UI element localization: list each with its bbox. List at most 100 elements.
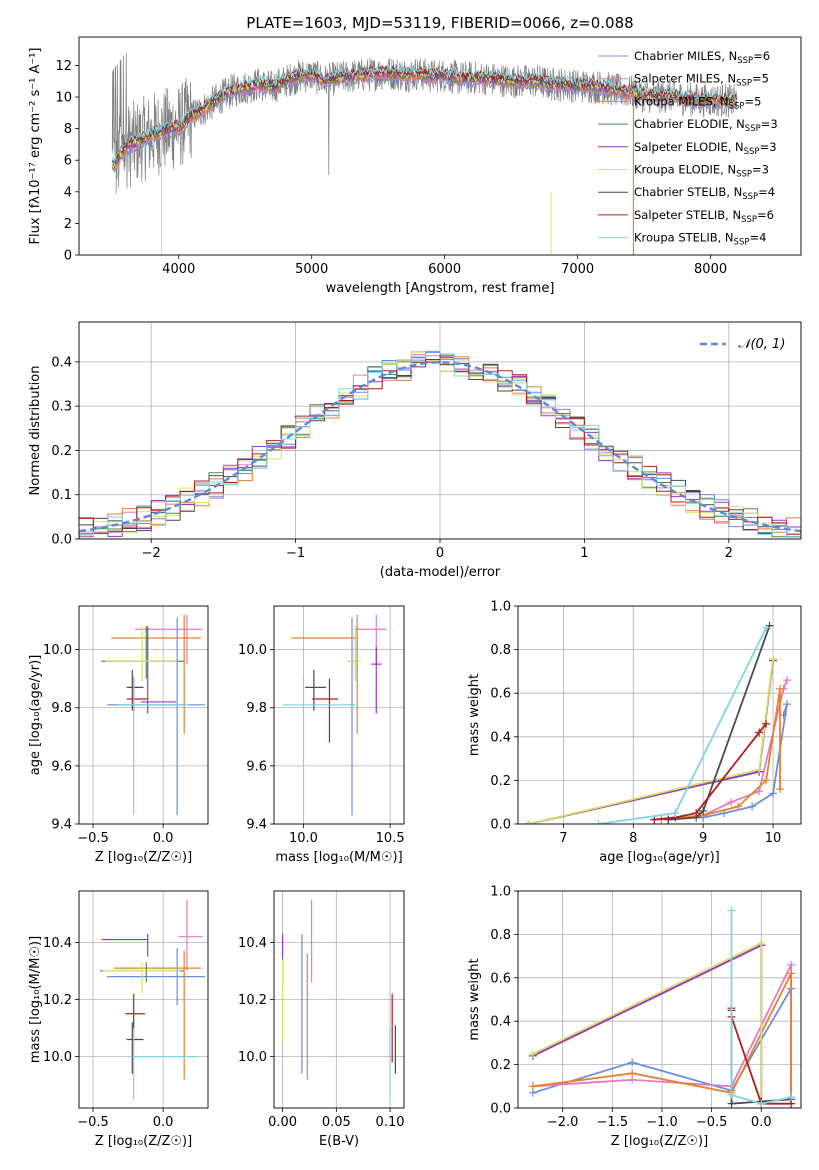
- legend-tail: =5: [752, 72, 769, 86]
- spectrum-lines: [111, 52, 738, 255]
- y-tick-label: 0.4: [490, 730, 511, 745]
- legend-tail: =6: [757, 208, 774, 222]
- weight-line-salpeter_miles: [668, 679, 788, 821]
- weight-marker-kroupa_miles: [528, 1082, 537, 1091]
- y-tick-label: 0.4: [51, 355, 72, 370]
- x-tick-label: 0.05: [322, 1115, 351, 1130]
- weight-marker-chabrier_stelib: [664, 815, 673, 824]
- weight-line-kroupa_stelib: [598, 627, 767, 824]
- weight-marker-salpeter_miles: [787, 960, 796, 969]
- y-tick-label: 10.0: [238, 1050, 267, 1065]
- legend-sub: SSP: [741, 215, 757, 225]
- x-tick-label: −0.5: [77, 1115, 109, 1130]
- y-tick-label: 9.4: [246, 818, 267, 833]
- y-axis-label: Normed distribution: [28, 366, 43, 496]
- weight-marker-salpeter_miles: [727, 798, 736, 807]
- legend-sub: SSP: [745, 124, 761, 134]
- weight-marker-kroupa_miles: [762, 776, 771, 785]
- weight-marker-kroupa_elodie: [524, 820, 533, 824]
- legend-entry-chabrier_stelib: Chabrier STELIB, NSSP=4: [634, 185, 775, 202]
- weight-marker-chabrier_miles: [769, 789, 778, 798]
- y-tick-label: 0.6: [490, 687, 511, 702]
- y-axis-label: mass [log₁₀(M/M☉)]: [28, 936, 43, 1063]
- y-tick-label: 0.4: [490, 1015, 511, 1030]
- y-tick-label: 10.0: [43, 643, 72, 658]
- weight-marker-kroupa_stelib: [787, 1093, 796, 1102]
- legend-label: Salpeter ELODIE, N: [634, 140, 744, 154]
- legend-entry-chabrier_miles: Chabrier MILES, NSSP=6: [634, 49, 770, 66]
- weight-marker-kroupa_elodie: [755, 765, 764, 774]
- legend-label: Salpeter STELIB, N: [634, 208, 741, 222]
- y-tick-label: 1.0: [490, 600, 511, 615]
- y-tick-label: 10.0: [43, 1050, 72, 1065]
- x-axis-label: (data-model)/error: [380, 565, 501, 580]
- y-tick-label: 10.2: [43, 993, 72, 1008]
- x-tick-label: 4000: [162, 262, 195, 277]
- legend-tail: =4: [758, 185, 775, 199]
- x-tick-label: −2.0: [547, 1115, 579, 1130]
- weight-marker-salpeter_miles: [755, 787, 764, 796]
- y-tick-label: 6: [64, 154, 72, 169]
- x-tick-label: −0.5: [696, 1115, 728, 1130]
- y-tick-label: 0.2: [51, 444, 72, 459]
- y-tick-label: 9.6: [51, 759, 72, 774]
- weight-group: [524, 621, 792, 824]
- y-axis-label: mass weight: [467, 674, 482, 756]
- x-tick-label: −0.5: [77, 831, 109, 846]
- weight-marker-salpeter_miles: [783, 676, 792, 685]
- weight-marker-kroupa_elodie: [769, 654, 778, 663]
- y-tick-label: 0: [64, 249, 72, 264]
- weight-marker-chabrier_miles: [628, 1058, 637, 1067]
- weight-marker-kroupa_stelib: [727, 1090, 736, 1099]
- weight-marker-kroupa_miles: [776, 785, 785, 794]
- x-tick-label: 0.0: [751, 1115, 772, 1130]
- x-axis-label: mass [log₁₀(M/M☉)]: [275, 850, 402, 865]
- weight-marker-chabrier_stelib: [699, 806, 708, 815]
- model-line-kroupa_stelib: [111, 63, 737, 164]
- x-axis-label: age [log₁₀(age/yr)]: [599, 850, 720, 865]
- x-tick-label: 10: [765, 831, 782, 846]
- weight-marker-kroupa_stelib: [727, 906, 736, 915]
- axes-frame: [78, 36, 802, 256]
- legend-tail: =3: [761, 117, 778, 131]
- y-tick-label: 0.8: [490, 643, 511, 658]
- weight-marker-kroupa_miles: [787, 969, 796, 978]
- y-tick-label: 2: [64, 217, 72, 232]
- axes-frame: [273, 605, 405, 825]
- histogram-group: [79, 350, 801, 538]
- axes-frame: [78, 321, 802, 540]
- y-tick-label: 0.8: [490, 928, 511, 943]
- x-tick-label: 2: [725, 546, 733, 561]
- y-tick-label: 0.6: [490, 971, 511, 986]
- gaussian-curve: [79, 361, 801, 533]
- legend-label: Chabrier STELIB, N: [634, 185, 742, 199]
- x-axis-label: Z [log₁₀(Z/Z☉)]: [611, 1134, 708, 1149]
- weight-marker-kroupa_elodie: [528, 1049, 537, 1058]
- errorbar-group: [281, 899, 397, 1103]
- x-tick-label: 1: [580, 546, 588, 561]
- y-tick-label: 12: [55, 59, 72, 74]
- axes-frame: [517, 605, 802, 825]
- y-tick-label: 10: [55, 91, 72, 106]
- legend-sub: SSP: [744, 147, 760, 157]
- weight-line-kroupa_elodie: [532, 941, 763, 1104]
- legend-entry-salpeter_miles: Salpeter MILES, NSSP=5: [634, 72, 769, 89]
- x-tick-label: −1: [286, 546, 305, 561]
- y-tick-label: 9.4: [51, 818, 72, 833]
- legend-tail: =6: [753, 49, 770, 63]
- hist-step-kroupa_stelib: [79, 350, 801, 538]
- x-axis-label: Z [log₁₀(Z/Z☉)]: [95, 850, 192, 865]
- y-tick-label: 10.4: [43, 936, 72, 951]
- legend-tail: =3: [752, 163, 769, 177]
- weight-line-kroupa_elodie: [528, 658, 774, 824]
- weight-marker-kroupa_stelib: [671, 809, 680, 818]
- x-tick-label: 0.10: [376, 1115, 405, 1130]
- legend-sub: SSP: [734, 238, 750, 248]
- legend-label: Chabrier ELODIE, N: [634, 117, 745, 131]
- legend-entry-salpeter_elodie: Salpeter ELODIE, NSSP=3: [634, 140, 777, 157]
- weight-group: [528, 906, 796, 1108]
- weight-marker-kroupa_elodie: [757, 939, 766, 948]
- legend-entry-gaussian: 𝒩(0, 1): [738, 337, 785, 352]
- y-axis-label: age [log₁₀(age/yr)]: [28, 655, 43, 776]
